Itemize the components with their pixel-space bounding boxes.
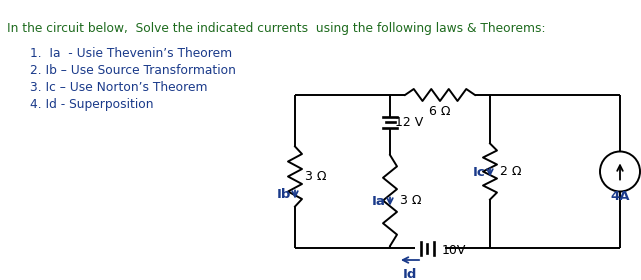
Text: 3 Ω: 3 Ω: [305, 170, 326, 183]
Text: Ia: Ia: [372, 195, 386, 208]
Text: 10V: 10V: [442, 244, 467, 256]
Text: 4. Id - Superposition: 4. Id - Superposition: [30, 98, 153, 111]
Text: 2 Ω: 2 Ω: [500, 165, 522, 178]
Text: Ic: Ic: [473, 166, 486, 179]
Text: 2. Ib – Use Source Transformation: 2. Ib – Use Source Transformation: [30, 64, 236, 77]
Text: 12 V: 12 V: [395, 116, 423, 129]
Text: 6 Ω: 6 Ω: [429, 105, 451, 118]
Text: 1.  Ia  - Usie Thevenin’s Theorem: 1. Ia - Usie Thevenin’s Theorem: [30, 47, 232, 60]
Text: 4A: 4A: [610, 190, 629, 204]
Text: In the circuit below,  Solve the indicated currents  using the following laws & : In the circuit below, Solve the indicate…: [7, 22, 545, 35]
Text: 3 Ω: 3 Ω: [400, 194, 422, 207]
Text: Id: Id: [403, 268, 417, 280]
Text: 3. Ic – Use Norton’s Theorem: 3. Ic – Use Norton’s Theorem: [30, 81, 208, 94]
Text: Ib: Ib: [277, 188, 291, 201]
